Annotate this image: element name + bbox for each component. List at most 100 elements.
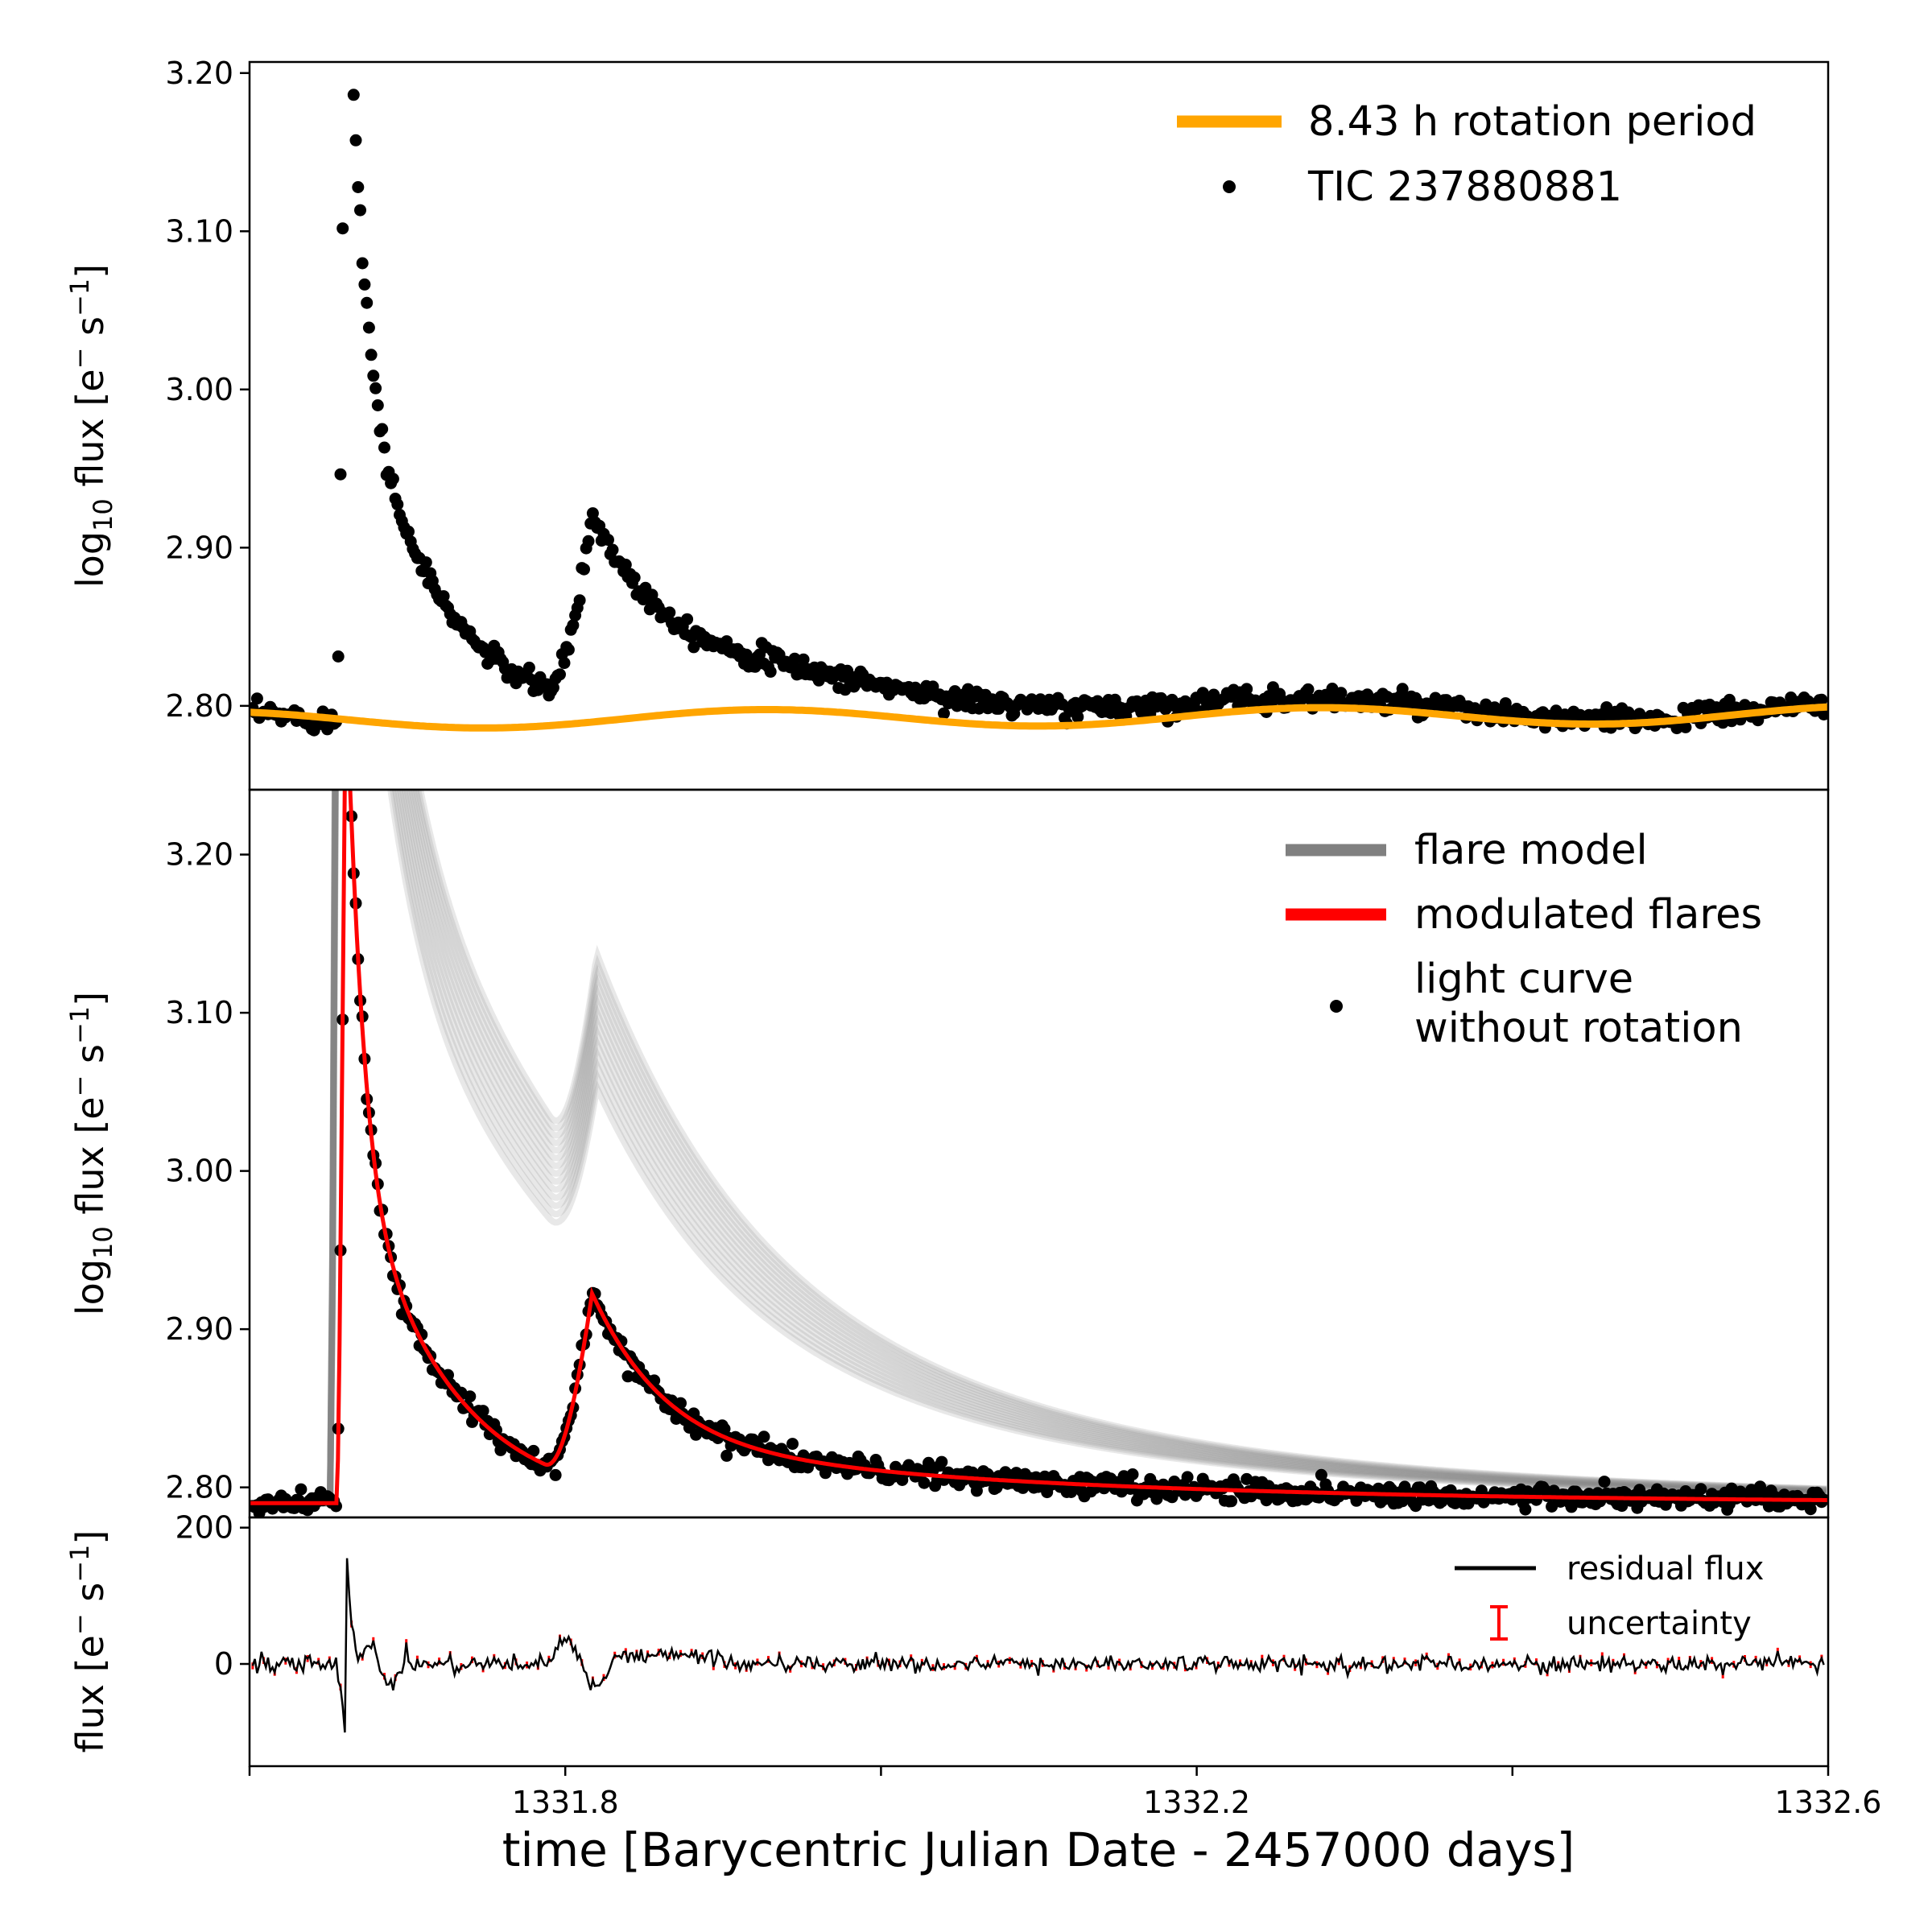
- flare-model-sample: [250, 790, 1827, 1507]
- top-data-point: [841, 664, 854, 677]
- bottom-panel-plot: [251, 1558, 1825, 1733]
- top-data-point: [619, 559, 632, 571]
- middle-data-point: [1616, 1500, 1629, 1513]
- legend-swatch-tic: [1223, 180, 1236, 193]
- top-data-point: [663, 606, 676, 619]
- middle-data-point: [1804, 1503, 1817, 1516]
- middle-data-point: [464, 1390, 477, 1403]
- top-data-point: [386, 473, 399, 485]
- x-tick-label: 1332.2: [1143, 1785, 1250, 1820]
- middle-panel-y-axis-label: log10 flux [e− s−1]: [64, 992, 118, 1315]
- top-data-point: [764, 665, 777, 678]
- y-tick-label: 3.00: [165, 1154, 233, 1189]
- top-data-point: [378, 441, 390, 454]
- legend-label-flare-model: flare model: [1414, 827, 1648, 874]
- top-data-point: [437, 590, 450, 603]
- top-data-point: [358, 278, 371, 291]
- middle-panel-plot: [250, 790, 1828, 1517]
- legend-label-residual: residual flux: [1567, 1550, 1764, 1587]
- legend-label-tic: TIC 237880881: [1307, 163, 1622, 211]
- y-tick-label: 3.20: [165, 56, 233, 91]
- top-data-point: [365, 349, 378, 361]
- legend-label-uncertainty: uncertainty: [1567, 1605, 1752, 1642]
- top-panel-y-ticks: 3.20 3.10 3.00 2.90 2.80: [165, 56, 250, 724]
- x-axis-ticks: 1331.8 1332.2 1332.6: [248, 1766, 1882, 1820]
- middle-data-point: [1444, 1484, 1457, 1496]
- top-data-point: [1818, 708, 1828, 720]
- top-data-point: [578, 563, 590, 576]
- y-tick-label: 3.00: [165, 372, 233, 407]
- legend-label-without-rotation: without rotation: [1414, 1005, 1743, 1052]
- middle-data-point: [935, 1455, 948, 1468]
- y-tick-label: 2.90: [165, 1311, 233, 1347]
- y-tick-label: 2.80: [165, 688, 233, 724]
- bottom-legend: residual flux uncertainty: [1455, 1550, 1764, 1642]
- top-data-point: [334, 468, 347, 481]
- y-tick-label: 0: [214, 1646, 233, 1682]
- top-data-point: [1335, 687, 1348, 700]
- top-data-point: [1302, 683, 1315, 696]
- x-tick-label: 1332.6: [1775, 1785, 1882, 1820]
- middle-legend: flare model modulated flares light curve…: [1286, 827, 1762, 1052]
- top-data-point: [402, 525, 415, 538]
- flare-model-sample: [250, 790, 1827, 1507]
- flare-model-sample: [250, 790, 1827, 1507]
- top-data-point: [376, 423, 389, 436]
- top-data-point: [336, 222, 349, 235]
- top-legend: 8.43 h rotation period TIC 237880881: [1177, 98, 1757, 211]
- residual-flux-line: [251, 1558, 1825, 1733]
- top-panel-plot: [250, 89, 1828, 737]
- middle-data-point: [1695, 1483, 1707, 1496]
- legend-label-rotation: 8.43 h rotation period: [1308, 98, 1757, 146]
- top-data-point: [369, 382, 382, 394]
- top-data-point: [687, 641, 700, 654]
- y-tick-label: 2.90: [165, 530, 233, 565]
- top-data-point: [356, 257, 369, 270]
- top-data-point: [681, 613, 694, 625]
- top-data-point: [361, 296, 374, 309]
- flare-model-sample: [250, 790, 1827, 1507]
- top-data-point: [602, 534, 614, 547]
- top-data-point: [547, 681, 559, 694]
- top-data-point: [797, 653, 810, 666]
- flare-model-sample: [250, 790, 1827, 1507]
- flare-model-sample: [250, 790, 1827, 1507]
- y-tick-label: 3.20: [165, 837, 233, 873]
- top-panel-y-axis-label: log10 flux [e− s−1]: [64, 264, 118, 588]
- y-tick-label: 200: [175, 1510, 233, 1546]
- middle-panel-y-ticks: 3.20 3.10 3.00 2.90 2.80: [165, 837, 250, 1505]
- top-data-point: [582, 535, 595, 547]
- middle-data-point: [1225, 1495, 1238, 1508]
- y-tick-label: 2.80: [165, 1470, 233, 1505]
- top-data-point: [606, 543, 619, 556]
- x-tick-label: 1331.8: [512, 1785, 619, 1820]
- top-data-point: [554, 668, 566, 681]
- middle-data-point: [1181, 1471, 1194, 1484]
- top-data-point: [1815, 693, 1828, 706]
- top-data-point: [1679, 720, 1692, 733]
- middle-data-point: [1598, 1476, 1611, 1488]
- y-tick-label: 3.10: [165, 213, 233, 249]
- top-data-point: [349, 134, 362, 147]
- bottom-panel-frame: [248, 1516, 1830, 1768]
- flare-model-sample: [250, 790, 1827, 1507]
- top-data-point: [352, 181, 365, 193]
- legend-label-modulated-flares: modulated flares: [1414, 891, 1762, 939]
- flare-model-sample: [250, 790, 1827, 1507]
- top-data-point: [720, 635, 733, 648]
- top-data-point: [371, 399, 384, 411]
- top-data-point: [1241, 683, 1253, 696]
- flare-model-sample: [250, 790, 1827, 1507]
- top-data-point: [419, 556, 432, 569]
- top-data-point: [788, 652, 801, 665]
- middle-data-point: [786, 1438, 799, 1451]
- middle-data-point: [758, 1430, 770, 1443]
- x-axis-label: time [Barycentric Julian Date - 2457000 …: [502, 1823, 1575, 1877]
- middle-data-point: [918, 1476, 931, 1489]
- middle-data-point: [295, 1483, 308, 1496]
- top-data-point: [354, 204, 366, 217]
- middle-data-point: [477, 1405, 489, 1418]
- top-data-point: [567, 619, 580, 632]
- top-data-point: [938, 707, 950, 720]
